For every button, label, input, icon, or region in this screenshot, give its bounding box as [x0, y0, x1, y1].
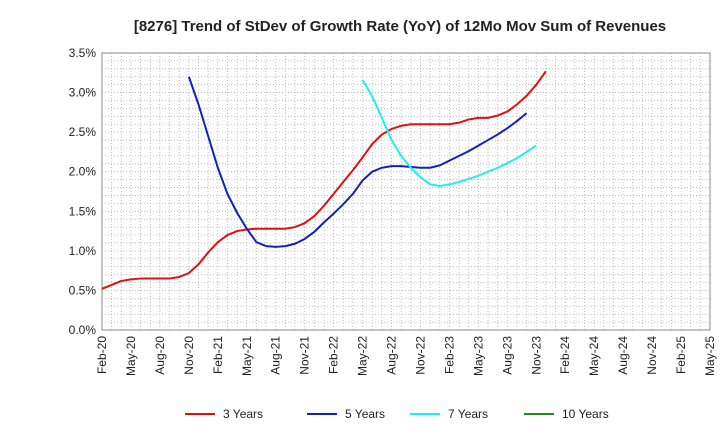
y-tick-label: 0.5% [69, 283, 97, 297]
x-tick-label: Nov-23 [529, 336, 543, 375]
x-tick-label: Nov-21 [298, 336, 312, 375]
legend: 3 Years 5 Years 7 Years 10 Years [185, 407, 609, 421]
y-tick-label: 1.0% [69, 244, 97, 258]
x-tick-label: Feb-22 [327, 336, 341, 374]
x-tick-label: Aug-21 [269, 336, 283, 375]
x-tick-label: Feb-21 [211, 336, 225, 374]
chart-title: [8276] Trend of StDev of Growth Rate (Yo… [134, 18, 666, 35]
y-tick-label: 3.0% [69, 86, 97, 100]
x-tick-label: Nov-24 [645, 336, 659, 375]
x-tick-label: May-22 [356, 336, 370, 376]
series-line-3-years [101, 70, 547, 290]
y-tick-label: 2.5% [69, 125, 97, 139]
legend-label-3-years: 3 Years [223, 407, 263, 421]
x-tick-label: May-21 [240, 336, 254, 376]
y-tick-label: 3.5% [69, 46, 97, 60]
x-tick-label: Aug-22 [385, 336, 399, 375]
x-tick-label: Aug-24 [616, 336, 630, 375]
x-tick-label: Nov-20 [182, 336, 196, 375]
y-tick-label: 1.5% [69, 204, 97, 218]
x-tick-label: May-24 [587, 336, 601, 376]
y-axis: 0.0% 0.5% 1.0% 1.5% 2.0% 2.5% 3.0% 3.5% [69, 46, 97, 337]
legend-label-10-years: 10 Years [562, 407, 609, 421]
x-tick-label: Aug-23 [500, 336, 514, 375]
x-tick-label: Nov-22 [413, 336, 427, 375]
plot-area [101, 52, 711, 331]
x-tick-label: Feb-23 [442, 336, 456, 374]
legend-label-7-years: 7 Years [448, 407, 488, 421]
series-lines [101, 70, 547, 290]
y-tick-label: 2.0% [69, 165, 97, 179]
x-tick-label: May-25 [703, 336, 717, 376]
x-tick-label: Aug-20 [153, 336, 167, 375]
x-tick-label: Feb-20 [95, 336, 109, 374]
x-tick-label: May-20 [124, 336, 138, 376]
x-tick-label: May-23 [471, 336, 485, 376]
series-line-7-years [361, 79, 537, 187]
legend-label-5-years: 5 Years [345, 407, 385, 421]
y-tick-label: 0.0% [69, 323, 97, 337]
x-axis: Feb-20 May-20 Aug-20 Nov-20 Feb-21 May-21 Aug-… [95, 336, 717, 376]
grid [102, 53, 710, 330]
x-tick-label: Feb-24 [558, 336, 572, 374]
series-line-5-years [187, 76, 528, 248]
x-tick-label: Feb-25 [674, 336, 688, 374]
